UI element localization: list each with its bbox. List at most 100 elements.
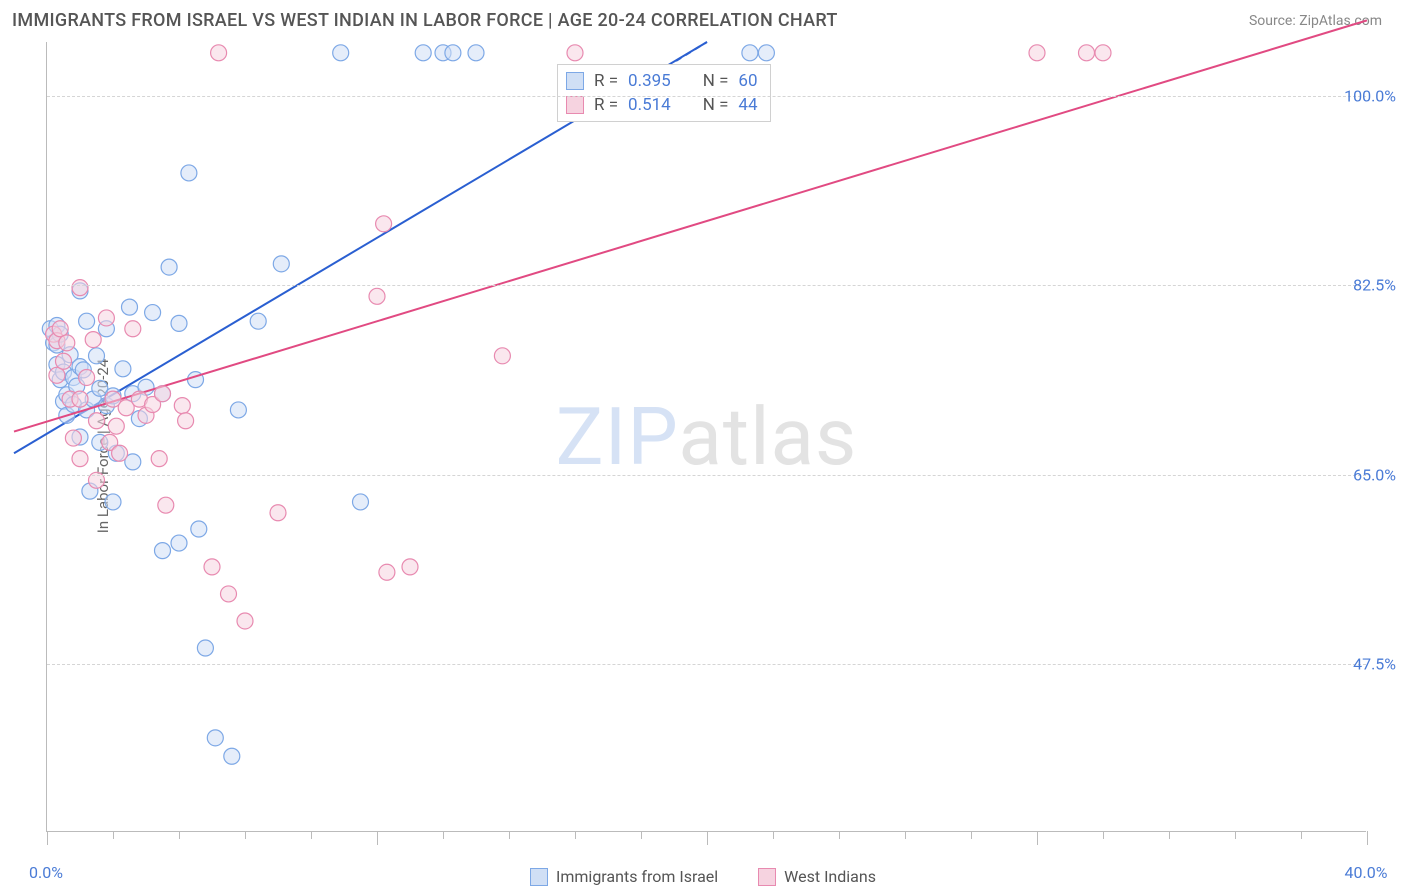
gridline-h [47,664,1366,665]
data-point-westindian [85,332,101,348]
data-point-westindian [379,564,395,580]
data-point-israel [79,313,95,329]
r-label: R = [594,71,618,91]
data-point-westindian [108,418,124,434]
data-point-westindian [72,280,88,296]
data-point-israel [145,305,161,321]
stats-row: R = 0.395 N = 60 [566,69,758,93]
x-tick [113,831,114,839]
data-point-israel [415,45,431,61]
data-point-westindian [174,398,190,414]
x-tick [1301,831,1302,839]
y-tick-label: 65.0% [1353,465,1396,484]
data-point-westindian [72,391,88,407]
y-tick-label: 100.0% [1344,87,1396,106]
data-point-israel [250,313,266,329]
stats-swatch [566,72,584,90]
x-tick [707,831,708,845]
footer-legend: Immigrants from Israel West Indians [0,867,1406,886]
x-tick [773,831,774,839]
x-tick [179,831,180,839]
x-tick [377,831,378,845]
source-label: Source: ZipAtlas.com [1249,13,1382,29]
legend-label: West Indians [784,867,876,886]
data-point-israel [207,730,223,746]
gridline-h [47,285,1366,286]
scatter-svg [47,42,1366,831]
n-value: 60 [738,71,757,91]
data-point-westindian [79,369,95,385]
legend-item: West Indians [758,867,876,886]
data-point-israel [742,45,758,61]
data-point-westindian [494,348,510,364]
plot-area: ZIPatlas R =0.395N =60R =0.514N =44 [46,42,1366,832]
gridline-h [47,96,1366,97]
data-point-westindian [65,430,81,446]
gridline-h [47,475,1366,476]
data-point-israel [155,543,171,559]
data-point-israel [230,402,246,418]
data-point-israel [224,748,240,764]
data-point-westindian [376,216,392,232]
data-point-israel [181,165,197,181]
r-label: R = [594,95,618,115]
data-point-westindian [59,335,75,351]
n-label: N = [703,71,729,91]
n-value: 44 [738,95,757,115]
data-point-westindian [125,321,141,337]
r-value: 0.514 [628,95,671,115]
data-point-israel [161,259,177,275]
data-point-westindian [158,497,174,513]
data-point-westindian [98,310,114,326]
x-tick [443,831,444,839]
data-point-westindian [1095,45,1111,61]
data-point-westindian [151,451,167,467]
r-value: 0.395 [628,71,671,91]
x-tick [47,831,48,845]
data-point-westindian [204,559,220,575]
data-point-israel [122,299,138,315]
chart-title: IMMIGRANTS FROM ISRAEL VS WEST INDIAN IN… [12,10,838,31]
data-point-israel [89,348,105,364]
data-point-westindian [72,451,88,467]
data-point-westindian [270,505,286,521]
data-point-westindian [221,586,237,602]
data-point-westindian [211,45,227,61]
x-tick [575,831,576,839]
data-point-israel [758,45,774,61]
legend-label: Immigrants from Israel [556,867,718,886]
data-point-israel [197,640,213,656]
y-tick-label: 47.5% [1353,655,1396,674]
data-point-westindian [1079,45,1095,61]
data-point-westindian [1029,45,1045,61]
data-point-westindian [56,353,72,369]
data-point-israel [105,494,121,510]
data-point-israel [445,45,461,61]
x-tick-label: 0.0% [29,863,63,882]
x-tick [1367,831,1368,845]
data-point-israel [171,315,187,331]
data-point-westindian [155,386,171,402]
x-tick [971,831,972,839]
x-tick [311,831,312,839]
data-point-westindian [402,559,418,575]
x-tick [509,831,510,839]
correlation-stats-box: R = 0.395 N = 60R = 0.514 N = 44 [557,64,771,122]
x-tick [1169,831,1170,839]
x-tick [245,831,246,839]
data-point-westindian [112,445,128,461]
legend-swatch [530,868,548,886]
x-tick [1103,831,1104,839]
data-point-westindian [369,288,385,304]
data-point-westindian [237,613,253,629]
data-point-israel [353,494,369,510]
data-point-israel [191,521,207,537]
x-tick [839,831,840,839]
legend-item: Immigrants from Israel [530,867,718,886]
data-point-westindian [89,413,105,429]
data-point-israel [171,535,187,551]
x-tick-label: 40.0% [1345,863,1388,882]
x-tick [1037,831,1038,845]
x-tick [905,831,906,839]
stats-swatch [566,96,584,114]
